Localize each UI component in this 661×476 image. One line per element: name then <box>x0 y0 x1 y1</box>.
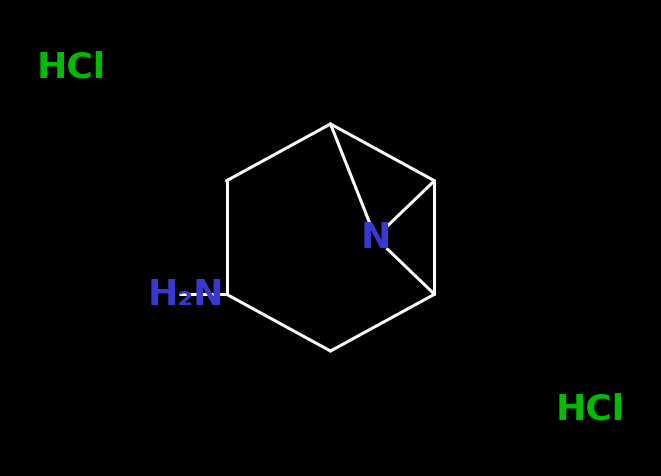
Text: N: N <box>360 221 391 255</box>
Text: H₂N: H₂N <box>147 278 223 312</box>
Text: HCl: HCl <box>36 50 106 84</box>
Text: HCl: HCl <box>555 392 625 426</box>
